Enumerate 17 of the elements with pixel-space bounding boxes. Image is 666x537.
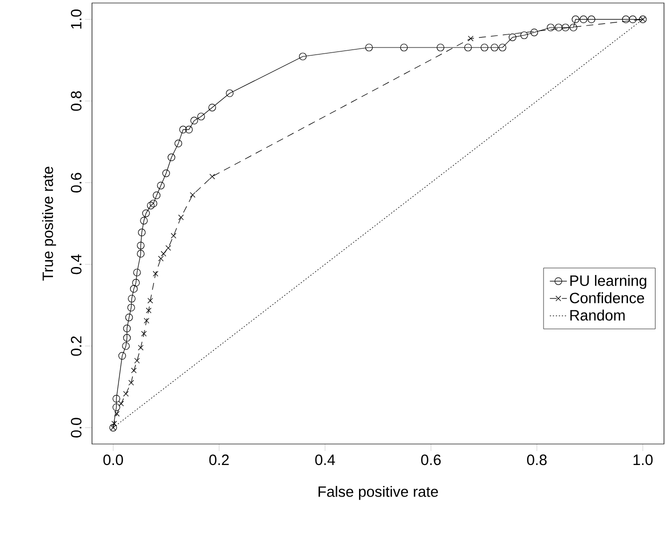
x-tick-label: 0.0 <box>103 454 123 466</box>
x-tick-label: 0.4 <box>315 454 335 466</box>
legend-label: Confidence <box>570 292 644 304</box>
y-axis-title: True positive rate <box>42 166 56 281</box>
y-tick-label: 0.6 <box>70 172 82 192</box>
x-tick-label: 0.2 <box>209 454 229 466</box>
legend-label: PU learning <box>570 275 646 289</box>
y-tick-label: 0.4 <box>70 254 82 274</box>
y-tick-label: 0.8 <box>70 91 82 111</box>
x-axis-title: False positive rate <box>318 486 438 500</box>
x-tick-label: 1.0 <box>634 454 653 466</box>
y-tick-label: 0.2 <box>70 336 82 356</box>
x-tick-label: 0.6 <box>421 454 441 466</box>
y-tick-label: 1.0 <box>70 10 82 29</box>
y-tick-label: 0.0 <box>70 418 82 438</box>
x-tick-label: 0.8 <box>527 454 547 466</box>
legend-label: Random <box>570 310 625 321</box>
